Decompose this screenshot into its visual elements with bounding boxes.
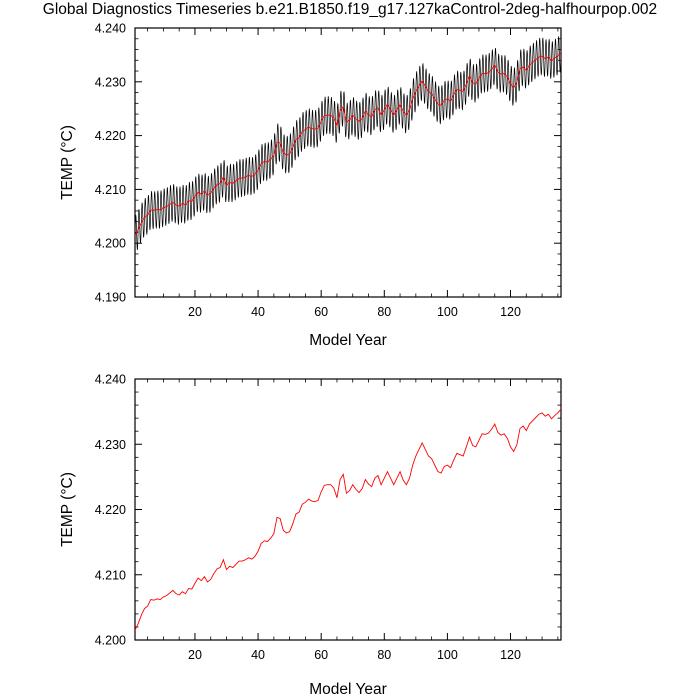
y-tick-label: 4.240 [95, 22, 126, 36]
x-tick-label: 40 [251, 648, 265, 662]
y-tick-label: 4.220 [95, 503, 126, 517]
x-axis-title: Model Year [309, 681, 387, 698]
x-tick-label: 100 [437, 648, 458, 662]
y-tick-label: 4.230 [95, 438, 126, 452]
x-tick-label: 60 [314, 305, 328, 319]
y-tick-label: 4.220 [95, 129, 126, 143]
y-tick-label: 4.190 [95, 291, 126, 305]
monthly-series-line [135, 36, 561, 250]
y-tick-label: 4.200 [95, 634, 126, 648]
y-tick-label: 4.230 [95, 75, 126, 89]
x-tick-label: 40 [251, 305, 265, 319]
plot-frame [134, 27, 562, 298]
x-tick-label: 80 [377, 305, 391, 319]
y-tick-label: 4.240 [95, 373, 126, 387]
y-tick-label: 4.200 [95, 237, 126, 251]
x-tick-label: 100 [437, 305, 458, 319]
bottom-panel-annual: 20 40 60 80 100 120 4.200 4.210 4.220 4.230 4.240 M… [59, 373, 562, 698]
x-tick-label: 120 [500, 648, 521, 662]
plot-frame [134, 378, 562, 641]
x-tick-label: 80 [377, 648, 391, 662]
annual-mean-series-line [135, 408, 561, 631]
data-layer [135, 408, 561, 631]
x-tick-label: 20 [188, 648, 202, 662]
x-tick-label: 120 [500, 305, 521, 319]
y-tick-label: 4.210 [95, 568, 126, 582]
y-axis-title: TEMP (°C) [59, 472, 76, 547]
x-tick-label: 20 [188, 305, 202, 319]
y-axis-title: TEMP (°C) [59, 125, 76, 200]
annual-mean-series-line [135, 52, 561, 236]
x-tick-label: 60 [314, 648, 328, 662]
page-title: Global Diagnostics Timeseries b.e21.B185… [42, 1, 658, 18]
data-layer [135, 36, 561, 250]
x-axis-title: Model Year [309, 332, 387, 349]
y-tick-label: 4.210 [95, 183, 126, 197]
top-panel-monthly-annual: 20 40 60 80 100 120 4.190 4.200 4.210 4.220 4.230 4… [59, 22, 562, 349]
